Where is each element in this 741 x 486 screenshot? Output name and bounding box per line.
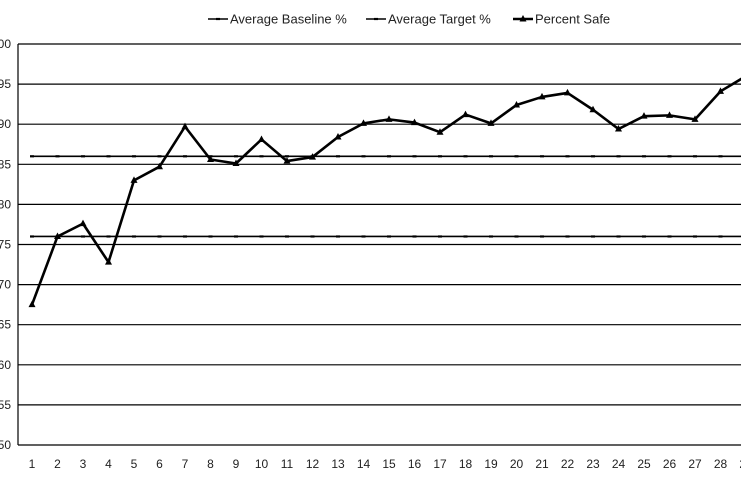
x-tick-label: 1: [29, 457, 36, 471]
data-point: [436, 128, 444, 135]
y-tick-label: 75: [0, 238, 11, 252]
y-tick-label: 70: [0, 278, 11, 292]
data-point: [640, 112, 648, 119]
legend-label: Percent Safe: [535, 12, 610, 27]
legend-marker: [519, 15, 527, 22]
series-2: [28, 77, 741, 308]
x-tick-label: 21: [535, 457, 549, 471]
data-point: [691, 115, 699, 122]
legend-item: Percent Safe: [513, 12, 610, 27]
y-axis-ticks: 50 55 60 65 70 75 80 85 90 95 100: [0, 37, 11, 452]
x-tick-label: 15: [382, 457, 396, 471]
x-tick-label: 28: [714, 457, 728, 471]
x-tick-label: 4: [105, 457, 112, 471]
x-tick-label: 11: [281, 457, 294, 471]
x-tick-label: 8: [207, 457, 214, 471]
x-tick-label: 20: [510, 457, 524, 471]
data-point: [156, 162, 163, 170]
x-tick-label: 7: [182, 457, 189, 471]
data-point: [615, 125, 622, 132]
y-tick-label: 85: [0, 157, 11, 171]
legend-item: Average Baseline %: [208, 12, 347, 27]
data-point: [513, 100, 520, 108]
data-point: [258, 135, 265, 142]
x-tick-label: 5: [131, 457, 138, 471]
x-tick-label: 29: [739, 457, 741, 471]
x-tick-label: 17: [433, 457, 447, 471]
y-tick-label: 60: [0, 358, 11, 372]
x-tick-label: 22: [561, 457, 575, 471]
x-tick-label: 24: [612, 457, 626, 471]
data-point: [462, 110, 469, 118]
y-tick-label: 65: [0, 318, 11, 332]
series-line: [30, 77, 741, 306]
data-point: [385, 115, 393, 122]
data-point: [538, 92, 546, 100]
data-point: [666, 111, 673, 118]
legend-label: Average Target %: [388, 12, 491, 27]
x-tick-label: 18: [459, 457, 473, 471]
data-point: [334, 133, 342, 140]
y-tick-label: 55: [0, 398, 11, 412]
x-tick-label: 26: [663, 457, 677, 471]
x-tick-label: 13: [331, 457, 345, 471]
data-point: [283, 157, 291, 164]
data-point: [411, 118, 418, 126]
y-tick-label: 50: [0, 438, 11, 452]
x-tick-label: 19: [484, 457, 498, 471]
x-tick-label: 2: [54, 457, 61, 471]
x-axis-ticks: 1 2 3 4 5 6 7 8 9 10 11 12 13 14 15 16 17 18 19 20 21 22 23 24 2…: [29, 457, 741, 471]
y-tick-label: 95: [0, 77, 11, 91]
y-tick-label: 100: [0, 37, 11, 51]
data-point: [28, 300, 36, 308]
data-point: [564, 88, 571, 96]
gridlines: [17, 43, 741, 446]
legend: Average Baseline % Average Target % Percen…: [208, 12, 610, 27]
data-point: [717, 87, 724, 94]
x-tick-label: 10: [255, 457, 269, 471]
data-point: [130, 176, 138, 183]
x-tick-label: 25: [637, 457, 651, 471]
data-point: [232, 159, 240, 166]
data-point: [54, 232, 61, 239]
x-tick-label: 16: [408, 457, 422, 471]
legend-item: Average Target %: [366, 12, 491, 27]
y-tick-label: 80: [0, 197, 11, 211]
data-point: [181, 122, 189, 130]
y-tick-label: 90: [0, 117, 11, 131]
data-point: [487, 119, 495, 126]
x-tick-label: 3: [80, 457, 87, 471]
x-tick-label: 14: [357, 457, 371, 471]
x-tick-label: 6: [156, 457, 163, 471]
data-point: [207, 155, 214, 162]
x-tick-label: 9: [233, 457, 240, 471]
data-point: [309, 153, 316, 160]
x-tick-label: 27: [688, 457, 702, 471]
data-point: [105, 258, 112, 265]
data-point: [589, 105, 597, 113]
data-point: [360, 119, 367, 126]
legend-label: Average Baseline %: [230, 12, 347, 27]
x-tick-label: 23: [586, 457, 600, 471]
x-tick-label: 12: [306, 457, 320, 471]
series-group: [28, 77, 741, 308]
data-point: [79, 219, 87, 227]
